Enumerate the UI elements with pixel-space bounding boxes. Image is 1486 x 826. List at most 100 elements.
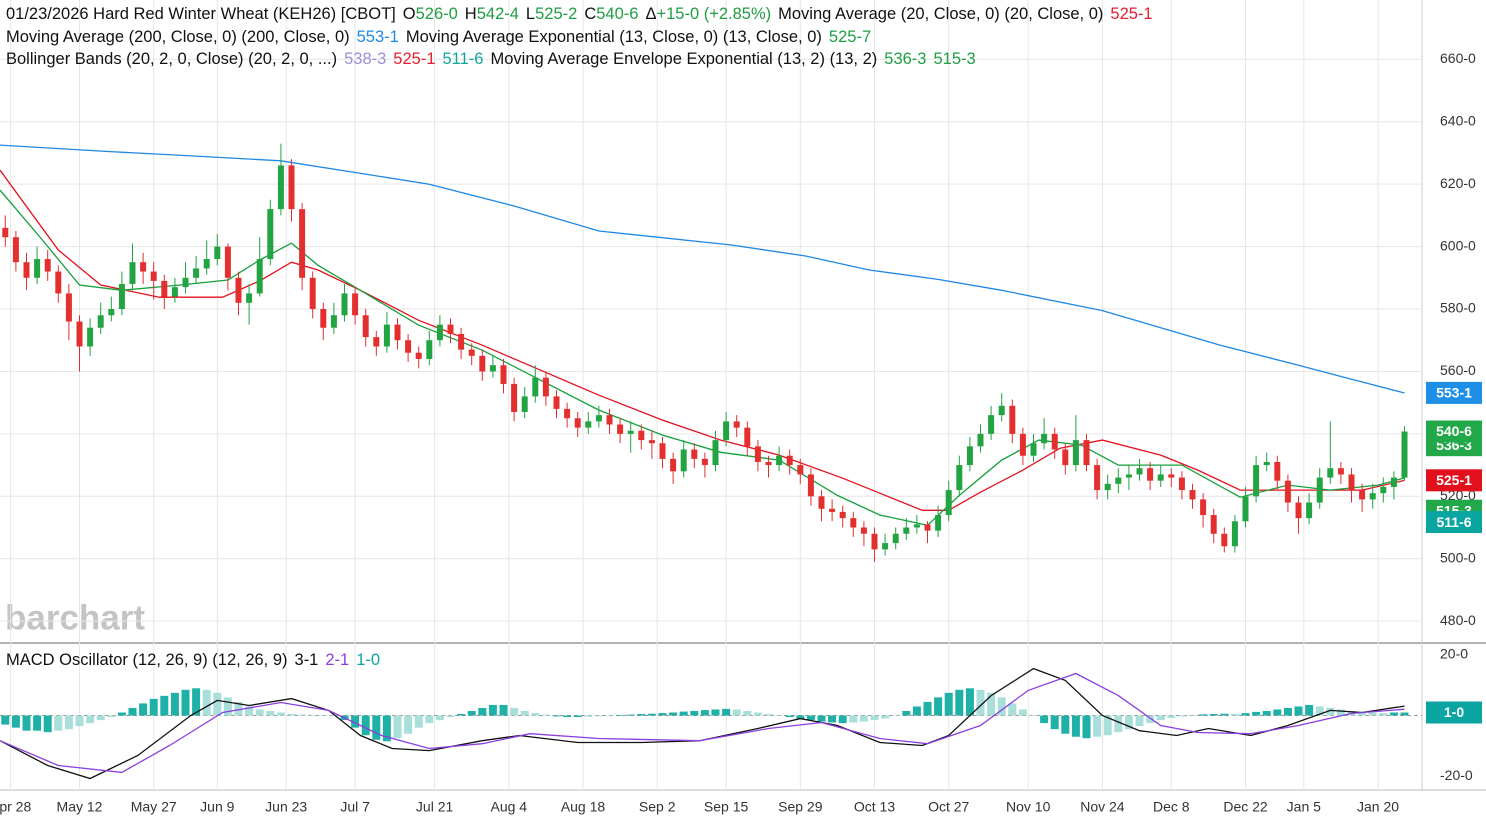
histogram-bar: [54, 715, 63, 731]
candle-body: [553, 396, 560, 409]
candle-body: [55, 271, 62, 294]
candle-body: [1295, 502, 1302, 519]
price-badge: [1426, 381, 1482, 404]
histogram-bar: [1082, 715, 1091, 739]
histogram-bar: [923, 701, 932, 716]
candle-body: [839, 511, 846, 519]
histogram-bar: [245, 706, 254, 716]
histogram-bar: [849, 715, 858, 723]
histogram-bar: [255, 709, 264, 716]
histogram-bar: [1199, 714, 1208, 716]
candle-body: [140, 262, 147, 272]
histogram-bar: [1389, 712, 1398, 716]
y-tick-label: 640-0: [1440, 112, 1476, 128]
candle-body: [87, 327, 94, 347]
histogram-bar: [775, 715, 784, 717]
candle-body: [1136, 468, 1143, 475]
histogram-bar: [690, 710, 699, 716]
histogram-bar: [997, 697, 1006, 716]
x-tick-label: Jun 9: [200, 799, 234, 815]
legend-text: 2-1: [325, 651, 350, 669]
candle-body: [1221, 533, 1228, 547]
x-tick-label: Jun 23: [265, 799, 307, 815]
legend-text: C: [584, 5, 597, 23]
histogram-bar: [1326, 707, 1335, 716]
histogram-bar: [1135, 715, 1144, 727]
candle-body: [12, 237, 19, 263]
legend-group: Moving Average (200, Close, 0) (200, Clo…: [6, 28, 350, 46]
x-tick-label: Jul 7: [340, 799, 370, 815]
candle-body: [1306, 502, 1313, 519]
legend-text: Moving Average (200, Close, 0) (200, Clo…: [6, 27, 350, 46]
histogram-bar: [276, 712, 285, 716]
histogram-bar: [753, 712, 762, 716]
histogram-bar: [1103, 715, 1112, 736]
histogram-bar: [64, 715, 73, 730]
histogram-bar: [1273, 709, 1282, 716]
x-tick-label: Sep 2: [639, 799, 676, 815]
candle-body: [733, 421, 740, 428]
price-badge: [1426, 469, 1482, 492]
histogram-bar: [1061, 715, 1070, 734]
candle-body: [903, 527, 910, 534]
legend-group: O526-0: [403, 5, 458, 23]
legend-text: 526-0: [415, 5, 458, 23]
candle-body: [882, 543, 889, 550]
indicator-line: [0, 672, 1405, 774]
candle-body: [935, 515, 942, 531]
candle-body: [97, 315, 104, 328]
candle-body: [1390, 477, 1397, 487]
x-tick-label: Oct 13: [854, 799, 895, 815]
histogram-bar: [1018, 709, 1027, 716]
histogram-bar: [149, 698, 158, 716]
candle-body: [426, 340, 433, 359]
y-tick-label: -20-0: [1440, 767, 1473, 783]
histogram-bar: [266, 710, 275, 716]
candle-body: [108, 309, 115, 316]
histogram-bar: [287, 714, 296, 716]
x-tick-label: Nov 10: [1006, 799, 1051, 815]
candle-body: [65, 293, 72, 322]
histogram-bar: [478, 707, 487, 716]
y-tick-label: 500-0: [1440, 549, 1476, 565]
histogram-bar: [1156, 715, 1165, 721]
candle-body: [383, 324, 390, 347]
legend-text: +15-0 (+2.85%): [656, 5, 772, 23]
candle-body: [1104, 483, 1111, 491]
legend-group: 536-3: [884, 50, 926, 68]
candle-body: [1359, 490, 1366, 500]
candle-body: [595, 415, 602, 422]
candle-body: [320, 309, 327, 328]
candle-body: [829, 508, 836, 512]
candle-body: [786, 455, 793, 466]
candle-body: [224, 246, 231, 278]
candle-body: [956, 465, 963, 491]
histogram-bar: [584, 715, 593, 717]
candle-body: [818, 496, 825, 509]
candle-body: [34, 259, 41, 278]
legend-group: H542-4: [465, 5, 519, 23]
candle-body: [288, 165, 295, 210]
price-badge: [1426, 701, 1482, 724]
price-badge-label: 525-1: [1436, 472, 1472, 488]
candle-body: [436, 324, 443, 341]
histogram-bar: [1167, 715, 1176, 718]
histogram-bar: [1114, 715, 1123, 733]
legend-text: Moving Average Envelope Exponential (13,…: [490, 50, 878, 68]
candle-body: [330, 315, 337, 328]
legend-group: 525-1: [393, 50, 435, 68]
legend-text: MACD Oscillator (12, 26, 9) (12, 26, 9): [6, 651, 288, 669]
candle-body: [712, 440, 719, 466]
candle-body: [1263, 461, 1270, 466]
candle-body: [1253, 465, 1260, 497]
histogram-bar: [1209, 714, 1218, 716]
candle-body: [447, 324, 454, 334]
histogram-bar: [510, 707, 519, 716]
price-badge-label: 540-6: [1436, 423, 1472, 439]
histogram-bar: [382, 715, 391, 742]
candle-body: [23, 262, 30, 278]
candle-body: [182, 277, 189, 288]
watermark: barchart: [5, 598, 145, 637]
histogram-bar: [1177, 715, 1186, 717]
